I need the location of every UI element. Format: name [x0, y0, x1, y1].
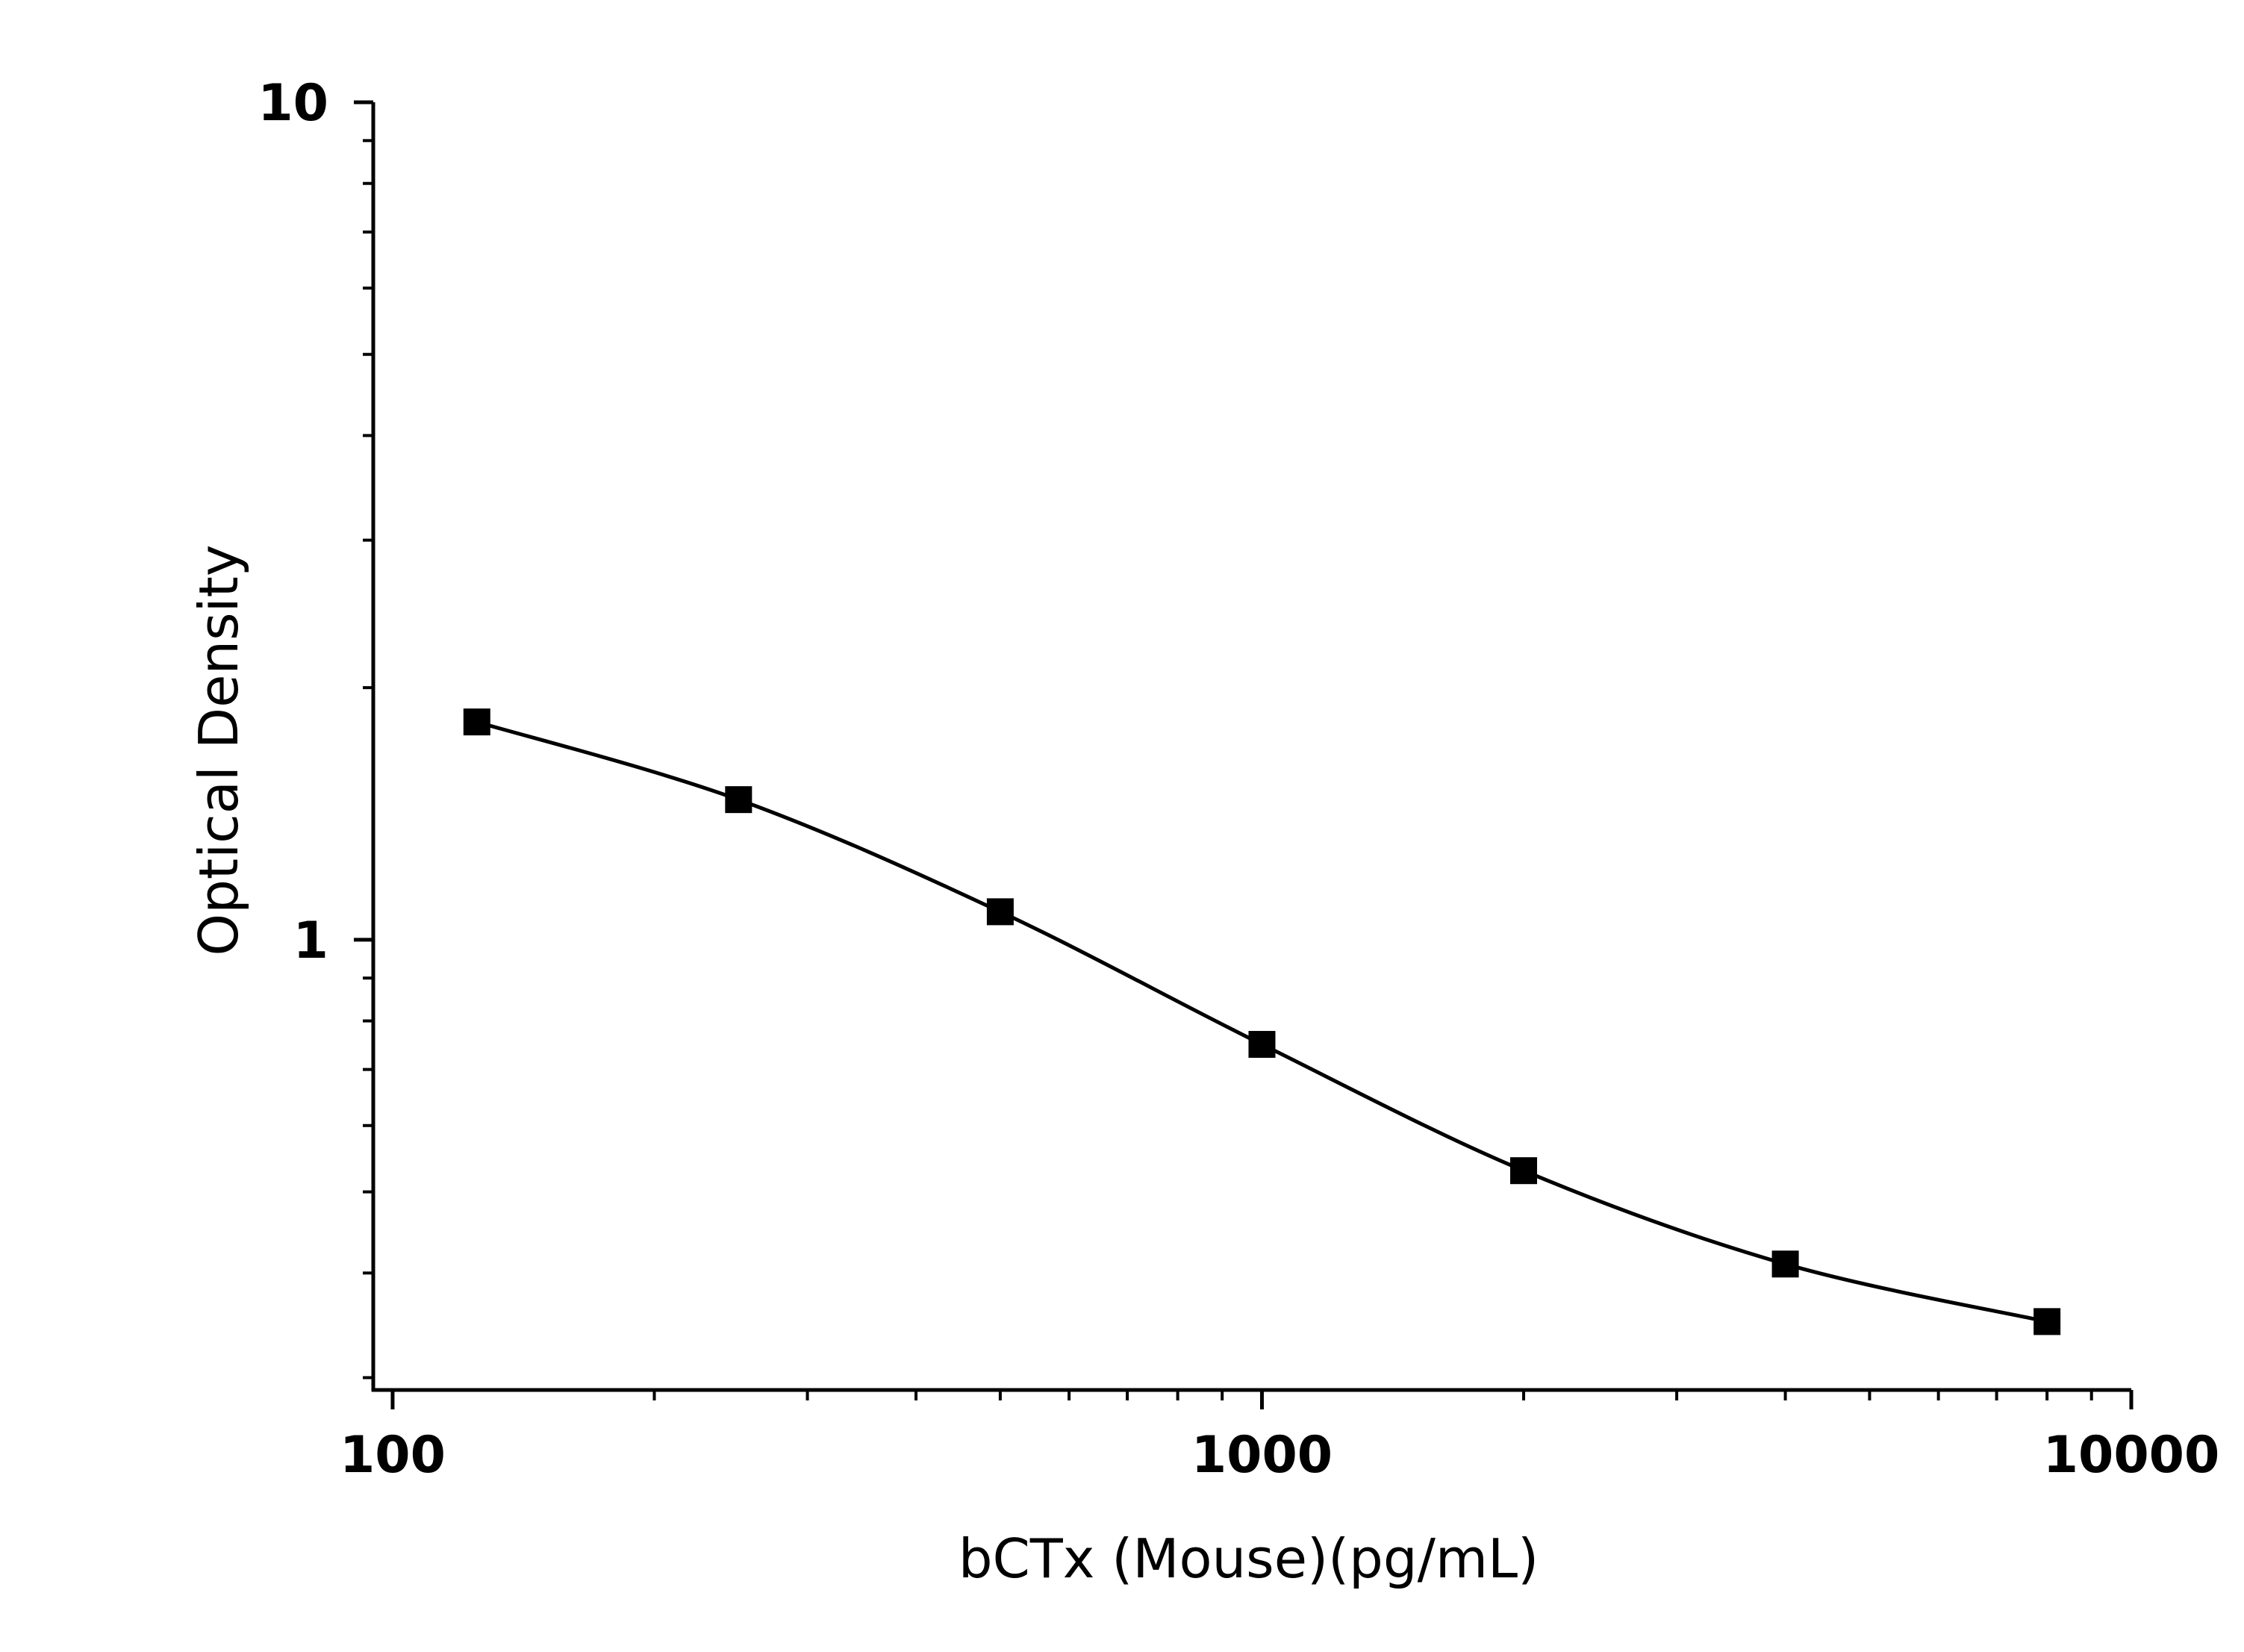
y-tick-label: 10 — [258, 74, 328, 133]
axes-group — [371, 102, 2131, 1392]
y-axis-title: Optical Density — [187, 545, 250, 956]
data-point-marker — [463, 708, 490, 736]
tick-labels: 100 1000 10000 1 10 — [258, 74, 2219, 1485]
x-axis-title: bCTx (Mouse)(pg/mL) — [959, 1527, 1539, 1590]
data-point-marker — [1248, 1031, 1276, 1059]
data-point-marker — [2033, 1308, 2061, 1335]
data-point-marker — [986, 898, 1014, 926]
fit-curve — [476, 720, 2048, 1324]
x-tick-label: 1000 — [1191, 1426, 1333, 1485]
x-tick-label: 10000 — [2043, 1426, 2220, 1485]
minor-ticks — [363, 139, 2093, 1400]
data-markers — [463, 708, 2061, 1335]
x-tick-label: 100 — [340, 1426, 446, 1485]
major-ticks — [354, 100, 2134, 1409]
data-point-marker — [1510, 1157, 1538, 1185]
y-tick-label: 1 — [293, 911, 328, 970]
data-point-marker — [725, 786, 752, 814]
data-point-marker — [1771, 1250, 1799, 1278]
